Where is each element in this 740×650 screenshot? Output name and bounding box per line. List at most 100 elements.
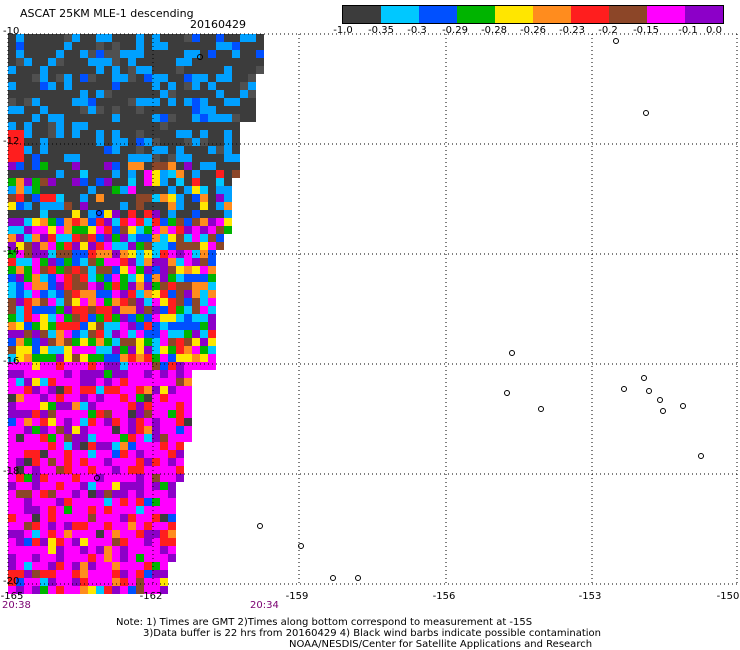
wind-cell [8,146,16,154]
wind-cell [104,466,112,474]
wind-cell [128,530,136,538]
wind-cell [136,266,144,274]
wind-cell [248,90,256,98]
wind-cell [96,258,104,266]
wind-cell [32,370,40,378]
wind-cell [200,162,208,170]
wind-cell [144,314,152,322]
wind-cell [8,162,16,170]
wind-cell [48,234,56,242]
wind-cell [56,50,64,58]
lon-label-159: -159 [285,591,309,602]
wind-cell [192,114,200,122]
wind-cell [128,474,136,482]
wind-cell [24,354,32,362]
wind-cell [32,538,40,546]
wind-cell [56,298,64,306]
wind-cell [152,586,160,594]
wind-cell [224,138,232,146]
wind-cell [200,322,208,330]
wind-cell [40,266,48,274]
wind-cell [56,506,64,514]
wind-cell [16,218,24,226]
wind-cell [64,338,72,346]
wind-cell [152,458,160,466]
wind-cell [16,258,24,266]
wind-cell [152,330,160,338]
wind-cell [160,330,168,338]
wind-cell [56,570,64,578]
wind-cell [208,218,216,226]
wind-cell [32,546,40,554]
wind-cell [152,322,160,330]
wind-cell [168,554,176,562]
wind-cell [64,42,72,50]
wind-cell [104,578,112,586]
wind-cell [56,90,64,98]
wind-cell [32,130,40,138]
wind-cell [120,298,128,306]
wind-cell [48,90,56,98]
wind-cell [40,562,48,570]
wind-cell [88,346,96,354]
wind-cell [104,514,112,522]
island [257,523,263,529]
wind-cell [160,106,168,114]
wind-cell [112,122,120,130]
wind-cell [216,50,224,58]
wind-cell [24,330,32,338]
wind-cell [40,290,48,298]
wind-cell [128,138,136,146]
wind-cell [184,82,192,90]
wind-cell [88,354,96,362]
wind-cell [160,546,168,554]
wind-cell [96,322,104,330]
wind-cell [144,522,152,530]
wind-cell [16,170,24,178]
wind-cell [64,538,72,546]
wind-cell [72,418,80,426]
wind-cell [40,218,48,226]
wind-cell [192,202,200,210]
wind-cell [176,418,184,426]
wind-cell [112,154,120,162]
wind-cell [168,202,176,210]
wind-cell [160,186,168,194]
wind-cell [136,474,144,482]
wind-cell [184,282,192,290]
wind-cell [88,202,96,210]
lon-label-165: -165 [0,591,24,602]
wind-cell [80,34,88,42]
wind-cell [104,34,112,42]
wind-cell [168,130,176,138]
wind-cell [216,202,224,210]
wind-cell [48,386,56,394]
wind-cell [16,306,24,314]
wind-cell [128,554,136,562]
wind-cell [176,106,184,114]
wind-cell [176,426,184,434]
wind-cell [128,170,136,178]
wind-cell [184,298,192,306]
wind-cell [64,122,72,130]
wind-cell [80,570,88,578]
wind-cell [152,130,160,138]
wind-cell [136,314,144,322]
wind-cell [176,34,184,42]
wind-cell [16,146,24,154]
wind-cell [80,514,88,522]
wind-cell [24,586,32,594]
wind-cell [248,42,256,50]
wind-cell [184,122,192,130]
wind-cell [96,178,104,186]
wind-cell [24,458,32,466]
wind-cell [112,202,120,210]
wind-cell [192,338,200,346]
wind-cell [40,106,48,114]
wind-cell [144,290,152,298]
wind-cell [224,194,232,202]
wind-cell [104,114,112,122]
wind-cell [16,330,24,338]
wind-cell [64,306,72,314]
wind-cell [80,586,88,594]
